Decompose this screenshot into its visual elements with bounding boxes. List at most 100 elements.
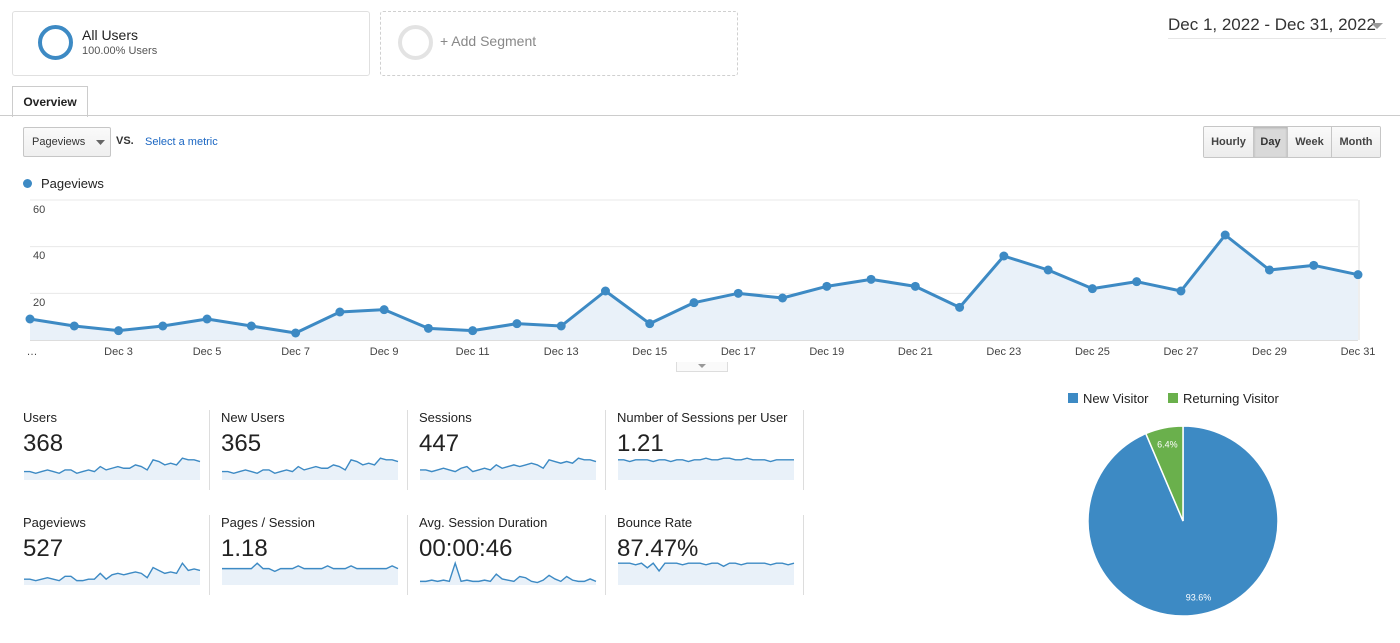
data-point[interactable] [291,328,301,338]
data-point[interactable] [1309,260,1319,270]
pie-slice-returning-visitor[interactable] [1144,425,1184,522]
data-point[interactable] [423,323,433,333]
select-metric-link[interactable]: Select a metric [145,136,218,148]
week-button[interactable]: Week [1288,127,1332,157]
metric-number-of-sessions-per-user[interactable]: Number of Sessions per User 1.21 [617,410,797,485]
data-point[interactable] [778,293,788,303]
data-point[interactable] [246,321,256,331]
metric-pages-session[interactable]: Pages / Session 1.18 [221,515,401,590]
metric-select-label: Pageviews [32,136,86,148]
legend-swatch-new [1068,393,1078,403]
metric-label: Bounce Rate [617,515,693,530]
sparkline-line [222,457,399,475]
day-button[interactable]: Day [1254,127,1288,157]
data-point[interactable] [866,274,876,284]
caret-down-icon [96,140,105,145]
legend-dot-icon [23,179,32,188]
metric-value: 1.21 [617,430,664,457]
metric-divider [209,515,210,595]
x-tick-label: Dec 19 [809,346,845,358]
metric-users[interactable]: Users 368 [23,410,203,485]
data-point[interactable] [733,288,743,298]
metric-divider [803,410,804,490]
visitor-type-pie-chart[interactable]: 93.6% 6.4% [1083,421,1283,621]
date-range-picker[interactable]: Dec 1, 2022 - Dec 31, 2022 [1168,15,1386,41]
data-point[interactable] [645,319,655,329]
month-button[interactable]: Month [1332,127,1380,157]
x-tick-label: Dec 29 [1252,346,1287,358]
data-point[interactable] [1220,230,1230,240]
data-point[interactable] [1087,284,1097,294]
data-point[interactable] [158,321,168,331]
tab-overview[interactable]: Overview [12,86,88,117]
sparkline [618,562,795,585]
metric-pageviews[interactable]: Pageviews 527 [23,515,203,590]
data-point[interactable] [1353,270,1363,280]
data-point[interactable] [69,321,79,331]
data-point[interactable] [25,314,35,324]
x-tick-label: … [26,346,38,358]
data-point[interactable] [822,281,832,291]
metric-value: 87.47% [617,535,699,562]
chart-legend-label: Pageviews [41,176,104,191]
x-tick-label: Dec 25 [1074,346,1110,358]
metric-value: 447 [419,430,460,457]
sparkline-line [222,562,399,573]
data-point[interactable] [600,286,610,296]
metric-label: Sessions [419,410,472,425]
metric-value: 368 [23,430,64,457]
metric-avg-session-duration[interactable]: Avg. Session Duration 00:00:46 [419,515,599,590]
sparkline [222,457,399,480]
metric-value: 00:00:46 [419,535,513,562]
x-tick-label: Dec 31 [1340,346,1376,358]
sparkline-line [618,562,795,573]
add-segment-button[interactable]: + Add Segment [380,11,738,76]
hourly-button[interactable]: Hourly [1204,127,1254,157]
data-point[interactable] [202,314,212,324]
data-point[interactable] [1043,265,1053,275]
pie-legend-returning: Returning Visitor [1183,391,1279,406]
data-point[interactable] [1264,265,1274,275]
x-tick-label: Dec 15 [632,346,668,358]
sparkline-area [24,563,200,585]
data-point[interactable] [512,319,522,329]
x-tick-label: Dec 9 [369,346,399,358]
data-point[interactable] [556,321,566,331]
data-point[interactable] [910,281,920,291]
sparkline-area [618,563,794,585]
data-point[interactable] [379,305,389,315]
x-tick-label: Dec 21 [897,346,933,358]
metric-divider [605,515,606,595]
data-point[interactable] [335,307,345,317]
sparkline [222,562,399,585]
sparkline-area [222,458,398,480]
segment-all-users[interactable]: All Users 100.00% Users [12,11,370,76]
data-point[interactable] [1176,286,1186,296]
metric-value: 1.18 [221,535,268,562]
x-tick-label: Dec 5 [192,346,222,358]
y-tick-label: 60 [33,204,46,216]
x-tick-label: Dec 3 [104,346,133,358]
add-segment-label: + Add Segment [440,33,537,49]
metric-new-users[interactable]: New Users 365 [221,410,401,485]
segment-subtitle: 100.00% Users [82,45,158,57]
metric-label: Pageviews [23,515,86,530]
data-point[interactable] [955,302,965,312]
tab-divider [0,115,1400,116]
data-point[interactable] [114,326,124,336]
metric-sessions[interactable]: Sessions 447 [419,410,599,485]
pie-label-returning: 6.4% [1157,440,1178,450]
data-point[interactable] [1132,277,1142,287]
metric-select[interactable]: Pageviews [23,127,111,157]
metric-bounce-rate[interactable]: Bounce Rate 87.47% [617,515,797,590]
x-tick-label: Dec 23 [986,346,1022,358]
x-tick-label: Dec 13 [543,346,579,358]
add-segment-ring-icon [398,25,433,60]
data-point[interactable] [689,298,699,308]
chart-collapse-handle[interactable] [676,362,728,372]
sparkline-area [420,563,596,585]
data-point[interactable] [999,251,1009,261]
sparkline-line [420,457,597,473]
data-point[interactable] [468,326,478,336]
sparkline [420,457,597,480]
